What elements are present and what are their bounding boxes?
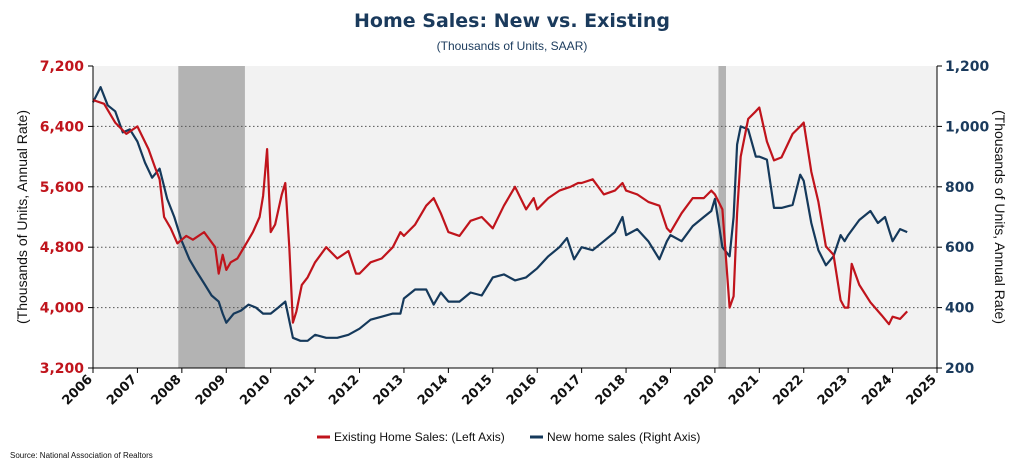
x-tick-label: 2009 [193, 372, 229, 408]
x-tick-label: 2008 [148, 372, 184, 408]
x-tick-label: 2014 [415, 372, 451, 408]
legend-label-new: New home sales (Right Axis) [547, 430, 700, 444]
chart-title: Home Sales: New vs. Existing [354, 10, 670, 32]
left-tick-label: 6,400 [40, 119, 85, 135]
right-tick-label: 800 [945, 180, 974, 196]
left-tick-label: 4,000 [40, 301, 85, 317]
existing-home-sales-line [92, 98, 908, 326]
new-home-sales-line [92, 85, 908, 342]
x-tick-label: 2015 [459, 372, 495, 408]
x-tick-label: 2011 [282, 372, 318, 408]
right-tick-label: 600 [945, 240, 974, 256]
x-tick-label: 2013 [371, 372, 407, 408]
y-axis-label-left: (Thousands of Units, Annual Rate) [14, 110, 30, 324]
x-tick-label: 2017 [548, 372, 584, 408]
legend-label-existing: Existing Home Sales: (Left Axis) [334, 430, 505, 444]
legend: Existing Home Sales: (Left Axis) New hom… [317, 430, 700, 444]
x-tick-label: 2016 [504, 372, 540, 408]
left-tick-label: 7,200 [40, 59, 85, 75]
right-tick-label: 1,000 [945, 119, 990, 135]
x-tick-label: 2023 [815, 372, 851, 408]
source-note: Source: National Association of Realtors [10, 451, 153, 460]
x-tick-label: 2012 [326, 372, 362, 408]
gridlines [93, 125, 937, 309]
x-tick-label: 2010 [237, 372, 273, 408]
right-tick-label: 200 [945, 361, 974, 377]
series-lines [92, 85, 908, 342]
x-tick-label: 2024 [859, 372, 895, 408]
x-tick-label: 2007 [104, 372, 140, 408]
x-tick-label: 2018 [593, 372, 629, 408]
right-tick-label: 1,200 [945, 59, 990, 75]
left-tick-label: 4,800 [40, 240, 85, 256]
x-tick-label: 2020 [682, 372, 718, 408]
x-tick-label: 2021 [726, 372, 762, 408]
recession-band-1 [178, 66, 245, 368]
right-tick-label: 400 [945, 301, 974, 317]
x-tick-label: 2019 [637, 372, 673, 408]
x-tick-label: 2022 [770, 372, 806, 408]
x-tick-label: 2006 [60, 372, 96, 408]
chart-subtitle: (Thousands of Units, SAAR) [437, 39, 588, 53]
left-tick-label: 3,200 [40, 361, 85, 377]
left-tick-label: 5,600 [40, 180, 85, 196]
x-tick-label: 2025 [904, 372, 940, 408]
y-axis-label-right: (Thousands of Units, Annual Rate) [992, 110, 1008, 324]
